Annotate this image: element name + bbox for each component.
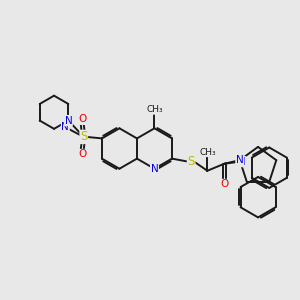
Text: O: O [78,149,86,160]
Text: N: N [236,155,244,165]
Text: CH₃: CH₃ [146,105,163,114]
Text: N: N [151,164,158,174]
Text: S: S [80,130,87,143]
Text: S: S [188,155,195,168]
Text: N: N [64,116,72,125]
Text: O: O [78,114,86,124]
Text: O: O [220,179,229,189]
Text: CH₃: CH₃ [199,148,216,157]
Text: N: N [61,122,69,131]
Text: N: N [238,157,246,167]
